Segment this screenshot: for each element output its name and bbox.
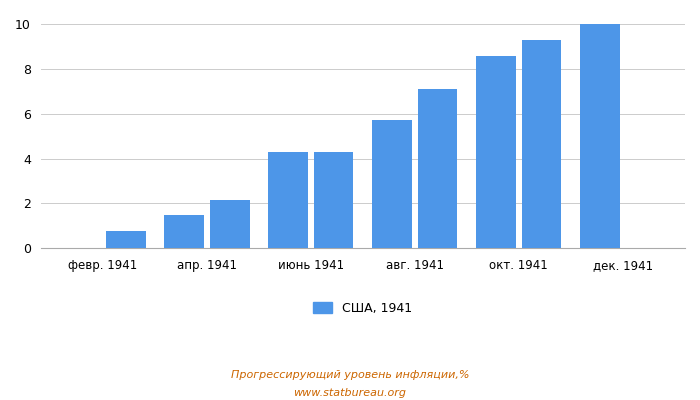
Bar: [314, 152, 354, 248]
Bar: [580, 24, 620, 248]
Bar: [106, 231, 146, 248]
Legend: США, 1941: США, 1941: [309, 296, 417, 320]
Text: Прогрессирующий уровень инфляции,%: Прогрессирующий уровень инфляции,%: [231, 370, 469, 380]
Bar: [522, 40, 561, 248]
Bar: [418, 88, 457, 248]
Bar: [164, 215, 204, 248]
Bar: [210, 200, 249, 248]
Bar: [372, 120, 412, 248]
Bar: [476, 56, 516, 248]
Bar: [268, 152, 308, 248]
Text: www.statbureau.org: www.statbureau.org: [293, 388, 407, 398]
